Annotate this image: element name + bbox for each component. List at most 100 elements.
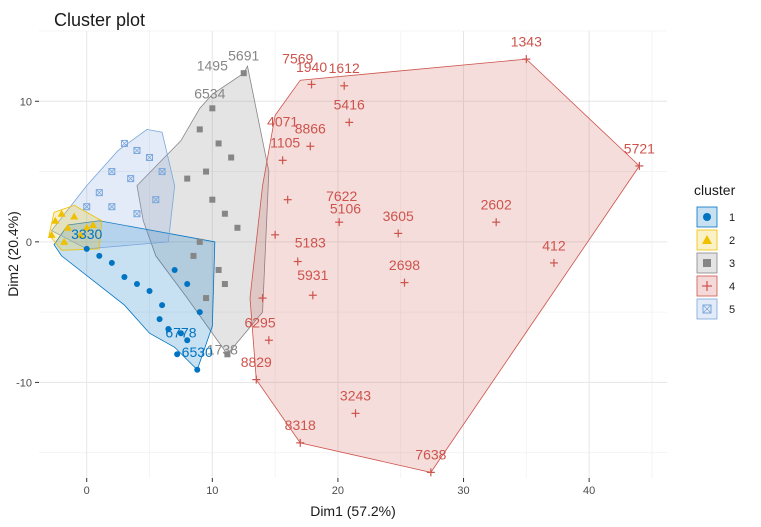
box-x2 [158, 168, 166, 175]
cluster-3-point [228, 154, 235, 161]
cluster-2-point [63, 223, 72, 231]
cluster-4-point [308, 291, 317, 300]
cluster-5-point [146, 154, 154, 162]
box [158, 168, 166, 176]
box [146, 154, 154, 162]
cluster-1-label: 6530 [182, 344, 213, 360]
cluster-3-point [240, 70, 247, 77]
y-tick-label: -10 [16, 377, 32, 389]
y-axis-label: Dim2 (20.4%) [5, 211, 21, 297]
box [152, 196, 160, 204]
cluster-2-point [51, 216, 60, 224]
cluster-4-point [293, 257, 302, 266]
cluster-3-point [224, 351, 231, 358]
cluster-4-label: 1940 [296, 59, 327, 75]
cluster-3-point [190, 252, 197, 259]
y-tick-label: 10 [20, 96, 32, 108]
cluster-4-label: 5183 [295, 234, 326, 250]
cluster-2-point [702, 235, 712, 244]
box-x2 [702, 304, 712, 314]
cluster-4-point [340, 81, 349, 90]
cluster-1-point [196, 309, 203, 316]
cluster-4-point [394, 229, 403, 238]
cluster-4-point [306, 142, 315, 151]
box [127, 175, 135, 183]
cluster-3-point [203, 295, 210, 302]
box [120, 139, 128, 147]
cluster-2-point [47, 230, 56, 238]
cluster-3-point [184, 175, 191, 182]
cluster-3-label: 6534 [194, 85, 225, 101]
cluster-2-point [70, 212, 79, 220]
cluster-4-point [252, 375, 261, 384]
cluster-2-point [76, 230, 85, 238]
axis-ticks: 0 10 20 30 40 -10 0 10 [16, 96, 595, 497]
cluster-1-point [156, 316, 163, 323]
cluster-3-point [209, 105, 216, 112]
cluster-1-point [171, 266, 178, 273]
cluster-4-point [283, 195, 292, 204]
legend-label-3: 3 [729, 258, 735, 270]
cluster-4-label: 1105 [270, 135, 300, 151]
cluster-4-label: 1343 [511, 33, 542, 49]
cluster-1-point [703, 213, 711, 221]
cluster-4-point [271, 230, 280, 239]
legend-label-5: 5 [729, 304, 735, 316]
cluster-4-label: 7622 [326, 188, 357, 204]
cluster-1-point [146, 288, 153, 295]
cluster-4-point [307, 80, 316, 89]
cluster-3-point [215, 140, 222, 147]
box-x2 [96, 189, 103, 196]
cluster-4-point [335, 218, 344, 227]
cluster-1-point [108, 259, 115, 266]
cluster-3-point [234, 224, 241, 231]
cluster-3-point [196, 126, 203, 133]
cluster-4-point [400, 278, 409, 287]
cluster-4-label: 3243 [340, 388, 371, 404]
box [702, 304, 712, 314]
grid-minor [39, 30, 667, 478]
cluster-4-label: 412 [542, 237, 566, 253]
box-x2 [108, 203, 116, 210]
box [95, 189, 103, 197]
cluster-4-label: 5416 [334, 97, 365, 113]
cluster-4-label: 4071 [267, 114, 298, 130]
x-axis-label: Dim1 (57.2%) [310, 503, 396, 519]
cluster-4-point [492, 218, 501, 227]
cluster-5-point [120, 139, 128, 147]
x-tick-label: 20 [332, 485, 344, 497]
cluster-4-label: 5931 [297, 267, 328, 283]
cluster-4-label: 8866 [295, 121, 326, 137]
cluster-4-label: 7638 [415, 447, 446, 463]
legend-keys: 1 2 3 4 5 [696, 206, 735, 320]
cluster-1-point [159, 302, 166, 309]
box-x2 [121, 140, 128, 147]
box-x2 [133, 147, 141, 154]
cluster-5-point [108, 203, 116, 211]
legend-label-2: 2 [729, 235, 735, 247]
cluster-1-label: 6778 [165, 324, 196, 340]
cluster-5-hull [50, 128, 176, 250]
cluster-3-point [221, 281, 228, 288]
box-x2 [83, 203, 91, 210]
box [83, 203, 91, 211]
x-tick-label: 40 [583, 485, 595, 497]
cluster-1-point [194, 366, 201, 373]
cluster-hulls [48, 58, 640, 473]
cluster-1-point [121, 273, 128, 280]
cluster-4-label: 5106 [330, 201, 361, 217]
cluster-5-point [152, 196, 160, 204]
x-tick-label: 10 [206, 485, 218, 497]
cluster-4-point [345, 118, 354, 127]
cluster-3-point [196, 238, 203, 245]
cluster-5-point [95, 189, 103, 197]
legend-label-1: 1 [729, 212, 735, 224]
cluster-5-point [127, 175, 135, 183]
cluster-1-point [96, 252, 103, 259]
cluster-1-point [133, 281, 140, 288]
cluster-4-label: 5721 [624, 140, 655, 156]
cluster-1-point [184, 281, 191, 288]
cluster-5-point [108, 168, 116, 176]
cluster-2-point [57, 209, 66, 217]
